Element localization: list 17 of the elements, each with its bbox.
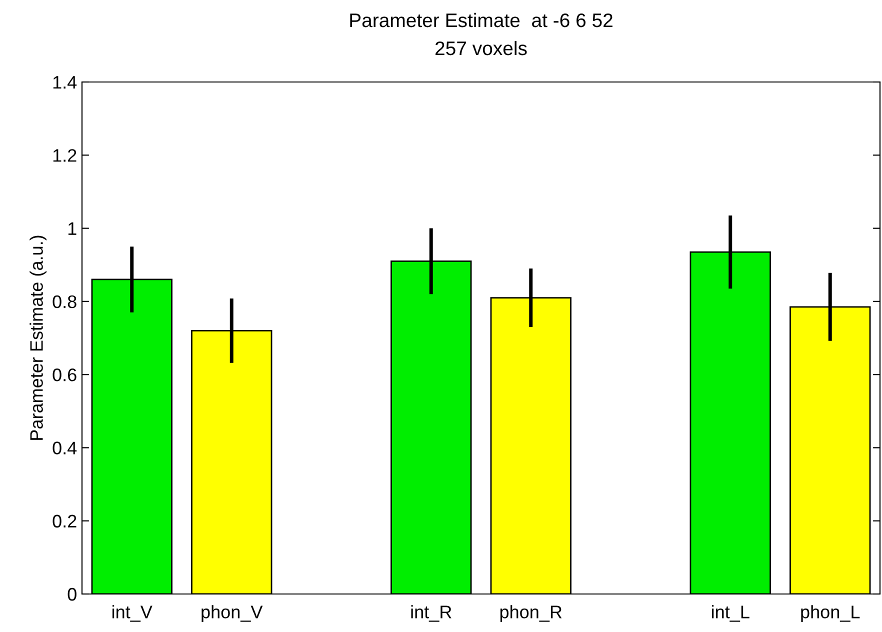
y-axis-title: Parameter Estimate (a.u.) bbox=[30, 236, 46, 440]
x-tick-label: phon_R bbox=[500, 605, 562, 622]
y-tick-label: 0 bbox=[68, 588, 76, 601]
chart-subtitle: 257 voxels bbox=[436, 40, 527, 56]
x-tick-label: int_L bbox=[712, 605, 750, 622]
y-tick-label: 1.2 bbox=[53, 149, 76, 162]
x-tick-label: phon_L bbox=[801, 605, 860, 622]
y-tick-label: 1 bbox=[68, 222, 76, 235]
y-tick-label: 0.4 bbox=[52, 442, 77, 454]
chart-title: Parameter Estimate at -6 6 52 bbox=[350, 12, 612, 28]
x-tick-label: int_V bbox=[112, 605, 152, 622]
x-tick-label: int_R bbox=[411, 605, 452, 622]
y-tick-label: 0.6 bbox=[52, 368, 76, 382]
x-tick-label: phon_V bbox=[202, 605, 263, 622]
y-tick-label: 0.2 bbox=[52, 514, 76, 528]
y-tick-label: 0.8 bbox=[52, 295, 76, 308]
y-tick-label: 1.4 bbox=[53, 76, 77, 89]
